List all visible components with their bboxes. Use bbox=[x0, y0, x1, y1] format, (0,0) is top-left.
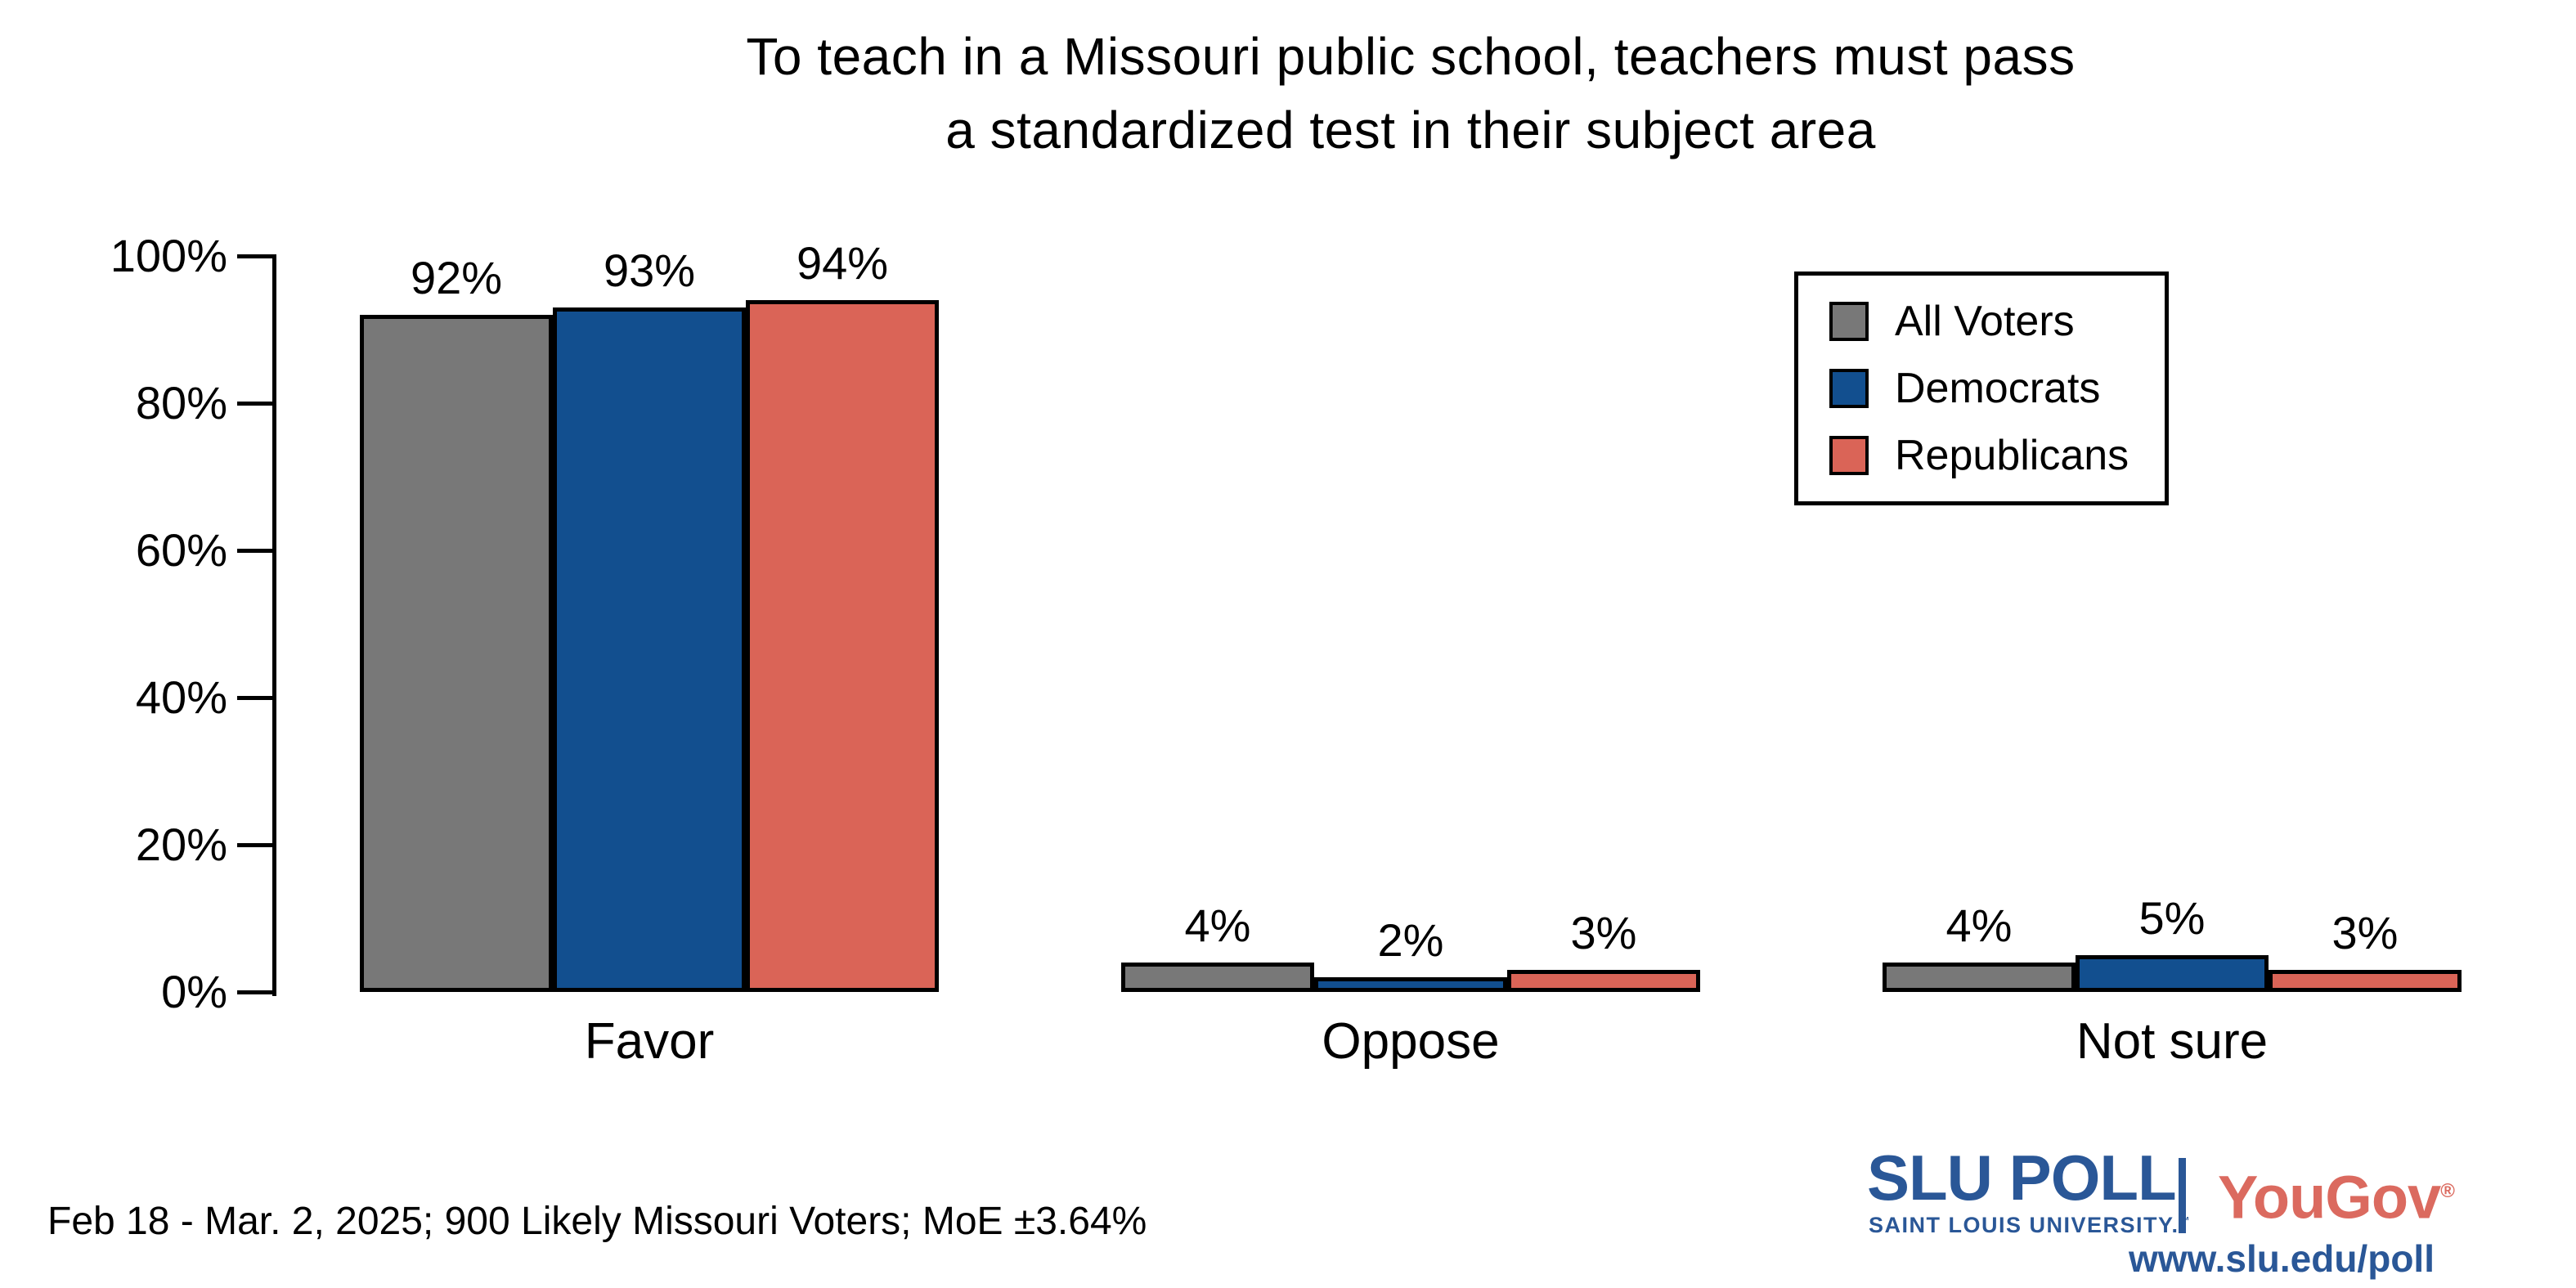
legend-item-democrats: Democrats bbox=[1829, 364, 2165, 413]
y-axis-tick bbox=[237, 990, 276, 994]
legend-label-republicans: Republicans bbox=[1895, 432, 2129, 479]
registered-symbol: ® bbox=[2440, 1180, 2455, 1202]
y-axis-tick-label: 0% bbox=[161, 966, 227, 1017]
bar-republicans-not-sure bbox=[2269, 970, 2462, 992]
survey-footnote: Feb 18 - Mar. 2, 2025; 900 Likely Missou… bbox=[47, 1200, 1147, 1243]
y-axis-tick bbox=[237, 549, 276, 553]
bar-value-label-all-voters-favor: 92% bbox=[410, 252, 503, 303]
bar-value-label-all-voters-oppose: 4% bbox=[1184, 900, 1251, 951]
y-axis-tick-label: 40% bbox=[135, 671, 227, 723]
y-axis-tick bbox=[237, 696, 276, 700]
bar-value-label-democrats-oppose: 2% bbox=[1377, 914, 1444, 966]
legend-swatch-republicans bbox=[1829, 436, 1869, 475]
y-axis-tick bbox=[237, 402, 276, 406]
bar-democrats-not-sure bbox=[2076, 955, 2269, 992]
yougov-logo: YouGov® bbox=[2218, 1163, 2455, 1232]
y-axis-tick-label: 80% bbox=[135, 377, 227, 429]
chart-title: To teach in a Missouri public school, te… bbox=[278, 20, 2543, 167]
y-axis-line bbox=[272, 256, 276, 996]
chart-title-line1: To teach in a Missouri public school, te… bbox=[746, 27, 2076, 86]
y-axis-tick-label: 20% bbox=[135, 819, 227, 870]
legend-item-republicans: Republicans bbox=[1829, 431, 2165, 480]
legend-label-all-voters: All Voters bbox=[1895, 298, 2075, 345]
category-label-favor: Favor bbox=[584, 1013, 715, 1070]
slu-poll-url: www.slu.edu/poll bbox=[2129, 1237, 2435, 1280]
y-axis-tick bbox=[237, 843, 276, 847]
slu-university-logo-text: SAINT LOUIS UNIVERSITY.™ bbox=[1869, 1209, 2190, 1237]
slu-poll-logo: SLU POLL bbox=[1867, 1145, 2177, 1210]
bar-republicans-favor bbox=[746, 300, 939, 992]
y-axis-tick bbox=[237, 254, 276, 258]
slu-poll-logo-text: SLU POLL bbox=[1867, 1142, 2177, 1214]
legend-label-democrats: Democrats bbox=[1895, 365, 2101, 412]
bar-value-label-democrats-not-sure: 5% bbox=[2138, 892, 2206, 944]
logo-divider-bar bbox=[2179, 1158, 2186, 1233]
bar-all-voters-not-sure bbox=[1883, 963, 2076, 992]
legend: All Voters Democrats Republicans bbox=[1794, 272, 2169, 505]
bar-value-label-all-voters-not-sure: 4% bbox=[1945, 900, 2013, 951]
bar-republicans-oppose bbox=[1507, 970, 1700, 992]
legend-swatch-democrats bbox=[1829, 369, 1869, 408]
legend-item-all-voters: All Voters bbox=[1829, 297, 2165, 346]
category-label-not-sure: Not sure bbox=[2076, 1013, 2269, 1070]
bar-all-voters-oppose bbox=[1121, 963, 1314, 992]
bar-value-label-republicans-oppose: 3% bbox=[1570, 907, 1637, 958]
bar-value-label-democrats-favor: 93% bbox=[603, 245, 696, 296]
y-axis-tick-label: 100% bbox=[110, 230, 227, 281]
legend-swatch-all-voters bbox=[1829, 302, 1869, 341]
bar-democrats-favor bbox=[553, 307, 746, 992]
bar-democrats-oppose bbox=[1314, 977, 1507, 992]
bar-value-label-republicans-not-sure: 3% bbox=[2331, 907, 2399, 958]
y-axis-tick-label: 60% bbox=[135, 524, 227, 576]
bar-all-voters-favor bbox=[360, 315, 553, 992]
bar-value-label-republicans-favor: 94% bbox=[796, 237, 889, 289]
chart-title-line2: a standardized test in their subject are… bbox=[945, 101, 1876, 159]
category-label-oppose: Oppose bbox=[1322, 1013, 1500, 1070]
